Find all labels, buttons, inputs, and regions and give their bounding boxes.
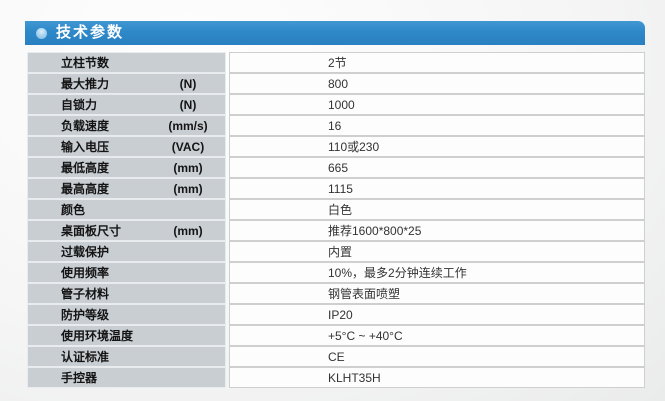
table-row: 最大推力 (N) 800 (27, 73, 645, 94)
param-value-cell: 内置 (229, 241, 645, 262)
param-label-cell: 颜色 (27, 199, 226, 220)
param-unit: (mm) (173, 181, 203, 196)
param-label-cell: 自锁力 (N) (27, 94, 226, 115)
table-row: 防护等级 IP20 (27, 304, 645, 325)
param-label-cell: 立柱节数 (27, 52, 226, 73)
param-label: 过载保护 (61, 245, 110, 259)
param-label-cell: 防护等级 (27, 304, 226, 325)
param-value: 2节 (328, 56, 347, 70)
param-label-cell: 过载保护 (27, 241, 226, 262)
param-value-cell: KLHT35H (229, 367, 645, 388)
param-value-cell: 10%，最多2分钟连续工作 (229, 262, 645, 283)
param-value: 665 (328, 160, 349, 175)
param-label-cell: 最高高度 (mm) (27, 178, 226, 199)
param-unit: (mm/s) (168, 118, 208, 133)
param-unit: (VAC) (171, 139, 205, 154)
param-unit: (N) (179, 76, 197, 91)
param-value: 800 (328, 76, 349, 91)
section-header: 技术参数 (25, 21, 645, 45)
param-value: 110或230 (328, 140, 380, 154)
table-row: 使用频率 10%，最多2分钟连续工作 (27, 262, 645, 283)
param-label: 自锁力 (61, 98, 98, 112)
param-value: 16 (328, 118, 342, 133)
param-value: 推荐1600*800*25 (328, 224, 422, 238)
param-label: 颜色 (61, 203, 86, 217)
param-label-cell: 负载速度 (mm/s) (27, 115, 226, 136)
table-row: 最低高度 (mm) 665 (27, 157, 645, 178)
param-label-cell: 最大推力 (N) (27, 73, 226, 94)
param-value-cell: CE (229, 346, 645, 367)
param-label-cell: 手控器 (27, 367, 226, 388)
table-row: 桌面板尺寸 (mm) 推荐1600*800*25 (27, 220, 645, 241)
table-row: 立柱节数 2节 (27, 52, 645, 73)
param-value-cell: 推荐1600*800*25 (229, 220, 645, 241)
param-label: 负载速度 (61, 119, 110, 133)
param-value: CE (328, 349, 345, 364)
param-label: 最低高度 (61, 161, 110, 175)
param-unit: (N) (179, 97, 197, 112)
circle-bullet-icon (36, 27, 47, 39)
param-label-cell: 输入电压 (VAC) (27, 136, 226, 157)
param-value-cell: 665 (229, 157, 645, 178)
param-value: 1115 (328, 181, 353, 196)
param-value-cell: 16 (229, 115, 645, 136)
param-value-cell: 白色 (229, 199, 645, 220)
param-value-cell: 2节 (229, 52, 645, 73)
param-label: 防护等级 (61, 308, 110, 322)
param-label: 认证标准 (61, 350, 110, 364)
table-row: 输入电压 (VAC) 110或230 (27, 136, 645, 157)
param-value: 钢管表面喷塑 (328, 287, 401, 301)
param-label: 输入电压 (61, 140, 110, 154)
param-value-cell: +5°C ~ +40°C (229, 325, 645, 346)
param-label-cell: 使用环境温度 (27, 325, 226, 346)
param-value-cell: 110或230 (229, 136, 645, 157)
param-value: 1000 (328, 97, 355, 112)
param-unit: (mm) (173, 223, 203, 238)
param-label: 使用频率 (61, 266, 110, 280)
table-row: 负载速度 (mm/s) 16 (27, 115, 645, 136)
param-unit: (mm) (173, 160, 203, 175)
param-label: 最大推力 (61, 77, 110, 91)
param-value-cell: 1115 (229, 178, 645, 199)
param-value-cell: 800 (229, 73, 645, 94)
param-label: 手控器 (61, 371, 98, 385)
param-label-cell: 认证标准 (27, 346, 226, 367)
param-label: 管子材料 (61, 287, 110, 301)
param-value: KLHT35H (328, 370, 381, 385)
param-value-cell: 钢管表面喷塑 (229, 283, 645, 304)
section-title: 技术参数 (56, 24, 125, 41)
table-row: 手控器 KLHT35H (27, 367, 645, 388)
table-row: 颜色 白色 (27, 199, 645, 220)
param-label: 立柱节数 (61, 56, 110, 70)
param-value: 内置 (328, 245, 353, 259)
spec-table: 立柱节数 2节 最大推力 (N) 800 自锁力 (N) 1000 负载速度 (mm/s) 1… (27, 52, 645, 388)
param-label: 最高高度 (61, 182, 110, 196)
param-value: 白色 (328, 203, 353, 217)
table-row: 管子材料 钢管表面喷塑 (27, 283, 645, 304)
table-row: 最高高度 (mm) 1115 (27, 178, 645, 199)
param-value-cell: IP20 (229, 304, 645, 325)
param-value: +5°C ~ +40°C (328, 328, 403, 343)
param-label-cell: 使用频率 (27, 262, 226, 283)
table-row: 使用环境温度 +5°C ~ +40°C (27, 325, 645, 346)
param-label: 桌面板尺寸 (61, 224, 122, 238)
param-label-cell: 管子材料 (27, 283, 226, 304)
param-value: IP20 (328, 307, 353, 322)
table-row: 过载保护 内置 (27, 241, 645, 262)
table-row: 认证标准 CE (27, 346, 645, 367)
param-label-cell: 最低高度 (mm) (27, 157, 226, 178)
param-value: 10%，最多2分钟连续工作 (328, 266, 467, 280)
param-value-cell: 1000 (229, 94, 645, 115)
param-label: 使用环境温度 (61, 329, 134, 343)
param-label-cell: 桌面板尺寸 (mm) (27, 220, 226, 241)
table-row: 自锁力 (N) 1000 (27, 94, 645, 115)
